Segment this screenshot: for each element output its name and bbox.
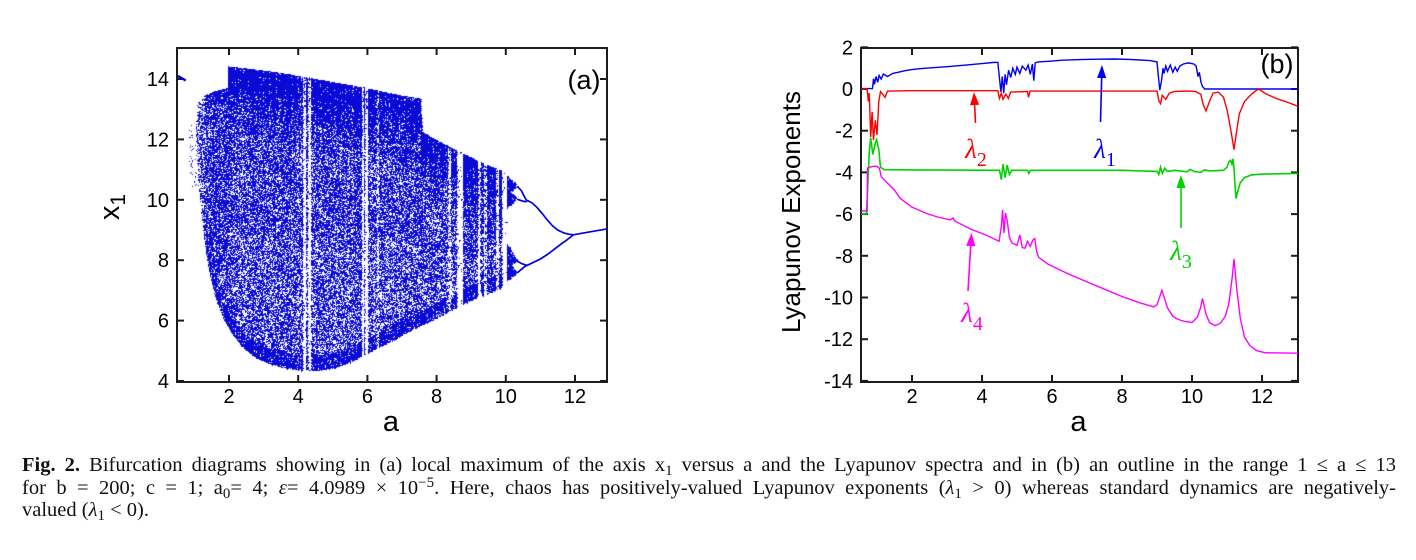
y-axis-label: Lyapunov Exponents xyxy=(776,91,806,333)
caption-line-3: valued (λ1 < 0). xyxy=(22,499,1396,525)
bifurcation-branch xyxy=(516,264,528,274)
axes-frame xyxy=(860,47,1299,383)
caption-run: Fig. 2. xyxy=(22,454,81,476)
y-axis-label: x1 xyxy=(94,194,130,220)
annotation-arrow-shaft xyxy=(973,102,977,124)
panel-a: 2 4 6 8 10 12 4 6 8 10 12 14 a x1 xyxy=(94,47,608,438)
x-tick-label: 12 xyxy=(1251,386,1273,408)
series-lambda3-line xyxy=(861,136,1298,215)
x-tick-label: 4 xyxy=(976,386,987,408)
panel-b: 2 4 6 8 10 12 2 0 -2 -4 -6 -8 -10 -12 -14 a Lyapunov Exp… xyxy=(776,37,1299,438)
caption-run: 1 xyxy=(954,485,962,502)
bifurcation-branch xyxy=(573,228,607,236)
y-tick-label: 8 xyxy=(158,250,169,272)
caption-run: = 4; xyxy=(230,476,279,499)
bifurcation-branch xyxy=(516,260,528,267)
caption-run: for b = 200; c = 1; a xyxy=(22,476,223,499)
x-tick-label: 10 xyxy=(495,386,517,408)
y-tick-label: -4 xyxy=(835,162,853,184)
series-lambda2-line xyxy=(861,88,1298,150)
x-tick-label: 8 xyxy=(431,386,442,408)
annotation-arrow-head xyxy=(970,92,980,106)
y-tick-label: 14 xyxy=(147,69,169,91)
panel-a-corner-label: (a) xyxy=(568,65,601,95)
caption-run: λ xyxy=(88,499,98,522)
x-tick-label: 2 xyxy=(906,386,917,408)
figure-axes-svg: 2 4 6 8 10 12 4 6 8 10 12 14 a x1 2 4 6 8 10 12 2 0 -2 -4 -6 -8 -1… xyxy=(94,37,1299,438)
panel-b-corner-label: (b) xyxy=(1261,49,1294,79)
caption-run: versus a and the Lyapunov spectra and in… xyxy=(672,454,1397,476)
y-tick-label: -6 xyxy=(835,204,853,226)
y-tick-label: 6 xyxy=(158,311,169,333)
lambda2-label: λ2 xyxy=(964,92,987,171)
y-tick-label: -2 xyxy=(835,121,853,143)
x-axis-label: a xyxy=(1070,406,1087,438)
caption-line-1: Fig. 2. Bifurcation diagrams showing in … xyxy=(22,454,1397,479)
annotation-symbol: λ2 xyxy=(964,134,987,171)
caption-run: 1 xyxy=(665,463,673,479)
caption-run: ε xyxy=(278,476,287,499)
x-tick-label: 10 xyxy=(1181,386,1203,408)
caption-run: 0 xyxy=(222,485,231,502)
annotation-arrow-head xyxy=(966,233,976,247)
caption-line-2: for b = 200; c = 1; a0= 4; ε= 4.0989 × 1… xyxy=(22,474,1396,502)
left-remnant-dash xyxy=(177,74,187,82)
annotation-symbol: λ4 xyxy=(960,298,983,335)
caption-run: = 4.0989 × 10 xyxy=(286,476,419,499)
y-tick-label: -12 xyxy=(824,329,853,351)
y-tick-label: -10 xyxy=(824,288,853,310)
y-tick-label: 4 xyxy=(158,371,169,393)
figure-caption: Fig. 2. Bifurcation diagrams showing in … xyxy=(22,454,1397,525)
x-tick-label: 2 xyxy=(223,386,234,408)
annotation-arrow-shaft xyxy=(1099,75,1103,123)
x-tick-label: 6 xyxy=(1046,386,1057,408)
lambda3-label: λ3 xyxy=(1169,175,1192,273)
caption-run: < 0). xyxy=(105,499,150,522)
bifurcation-branch xyxy=(516,185,529,202)
annotation-arrow-shaft xyxy=(967,243,972,292)
series-lambda4-line xyxy=(861,165,1298,354)
lambda1-label: λ1 xyxy=(1093,65,1116,171)
bifurcation-branch xyxy=(526,234,574,267)
x-tick-label: 6 xyxy=(362,386,373,408)
bifurcation-branch xyxy=(526,199,574,236)
y-tick-label: 10 xyxy=(147,190,169,212)
y-tick-label: 12 xyxy=(147,129,169,151)
annotation-symbol: λ3 xyxy=(1169,236,1192,273)
axes-frame xyxy=(176,47,608,383)
y-tick-label: 0 xyxy=(842,79,853,101)
caption-run: . Here, chaos has positively-valued Lyap… xyxy=(434,476,946,499)
bifurcation-branch xyxy=(516,198,528,203)
annotation-arrow-head xyxy=(1097,65,1107,79)
x-tick-label: 8 xyxy=(1116,386,1127,408)
bifurcation-scatter-canvas xyxy=(178,49,606,381)
lambda4-label: λ4 xyxy=(960,233,983,335)
caption-run: λ xyxy=(945,476,955,499)
x-tick-label: 4 xyxy=(293,386,304,408)
y-tick-label: -14 xyxy=(824,371,853,393)
caption-run: valued ( xyxy=(22,499,89,522)
x-axis-label: a xyxy=(383,406,400,438)
y-tick-label: 2 xyxy=(842,37,853,59)
x-tick-label: 12 xyxy=(564,386,586,408)
caption-run: 1 xyxy=(97,508,106,525)
series-lambda1-line xyxy=(861,58,1298,94)
caption-run: −5 xyxy=(418,474,435,491)
annotation-symbol: λ1 xyxy=(1093,134,1116,171)
y-tick-label: -8 xyxy=(835,246,853,268)
caption-run: Bifurcation diagrams showing in (a) loca… xyxy=(80,454,666,476)
caption-run: > 0) whereas standard dynamics are negat… xyxy=(961,476,1396,499)
annotation-arrow-head xyxy=(1176,175,1186,188)
